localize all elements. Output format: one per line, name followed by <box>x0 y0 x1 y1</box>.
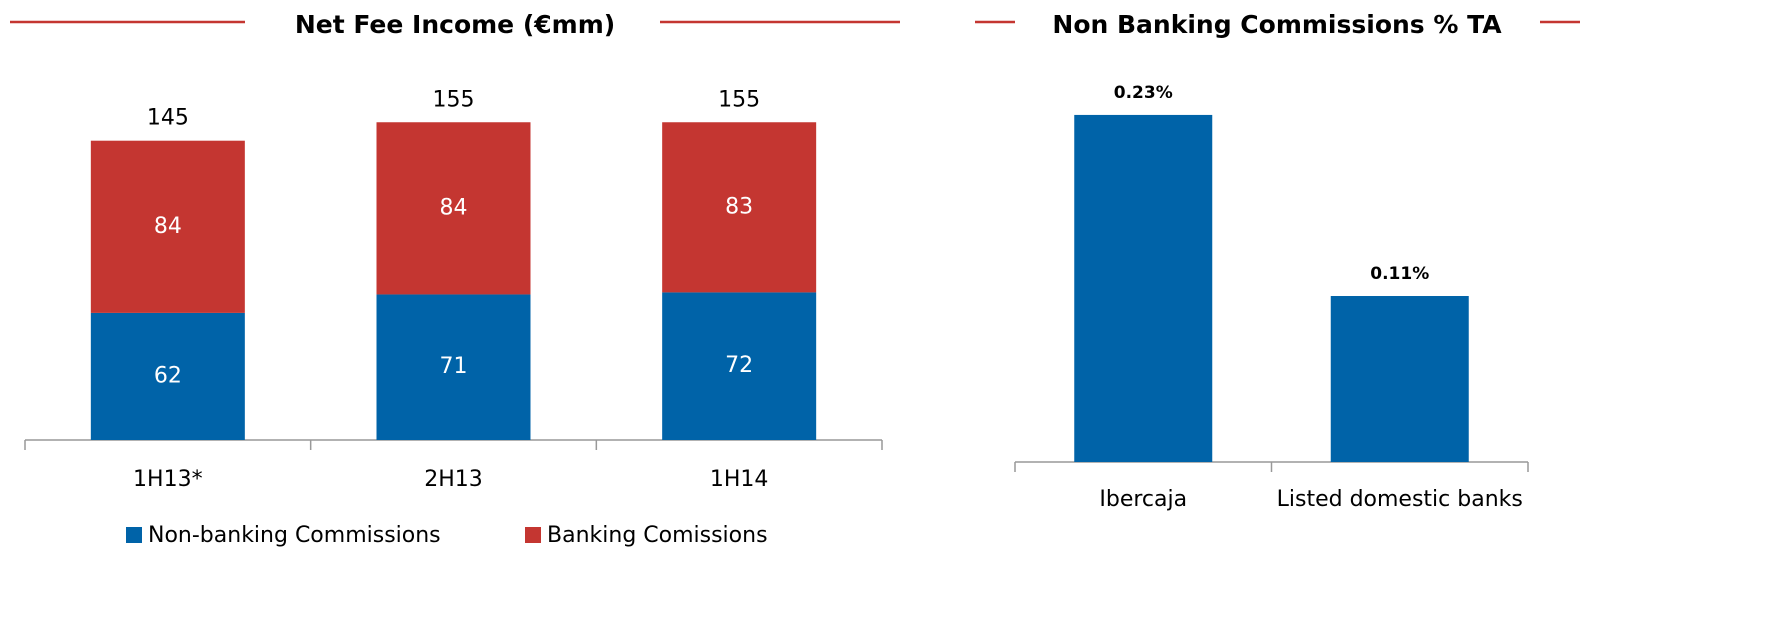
value-label: 0.11% <box>1370 264 1429 284</box>
total-label: 145 <box>147 106 189 131</box>
x-tick-label: Listed domestic banks <box>1277 487 1523 512</box>
legend-label: Non-banking Commissions <box>148 523 441 548</box>
segment-label: 83 <box>725 194 753 219</box>
bar-segment <box>376 294 531 440</box>
chart-title: Non Banking Commissions % TA <box>1052 10 1502 39</box>
bar-segment <box>662 292 817 440</box>
value-label: 0.23% <box>1114 83 1173 103</box>
legend-swatch <box>525 527 541 543</box>
bar-segment <box>376 122 531 295</box>
bar-segment <box>90 140 245 313</box>
bar-segment <box>662 122 817 293</box>
x-tick-label: Ibercaja <box>1099 487 1187 512</box>
total-label: 155 <box>718 87 760 112</box>
bar-segment <box>90 312 245 440</box>
segment-label: 71 <box>440 354 468 379</box>
chart-title: Net Fee Income (€mm) <box>295 10 615 39</box>
x-tick-label: 1H13* <box>133 467 203 492</box>
legend-label: Banking Comissions <box>547 523 768 548</box>
x-tick-label: 2H13 <box>424 467 483 492</box>
segment-label: 84 <box>154 214 182 239</box>
legend-swatch <box>126 527 142 543</box>
bar <box>1074 114 1213 463</box>
segment-label: 62 <box>154 363 182 388</box>
segment-label: 84 <box>440 195 468 220</box>
bar <box>1330 296 1469 462</box>
segment-label: 72 <box>725 353 753 378</box>
total-label: 155 <box>433 87 475 112</box>
x-tick-label: 1H14 <box>710 467 769 492</box>
